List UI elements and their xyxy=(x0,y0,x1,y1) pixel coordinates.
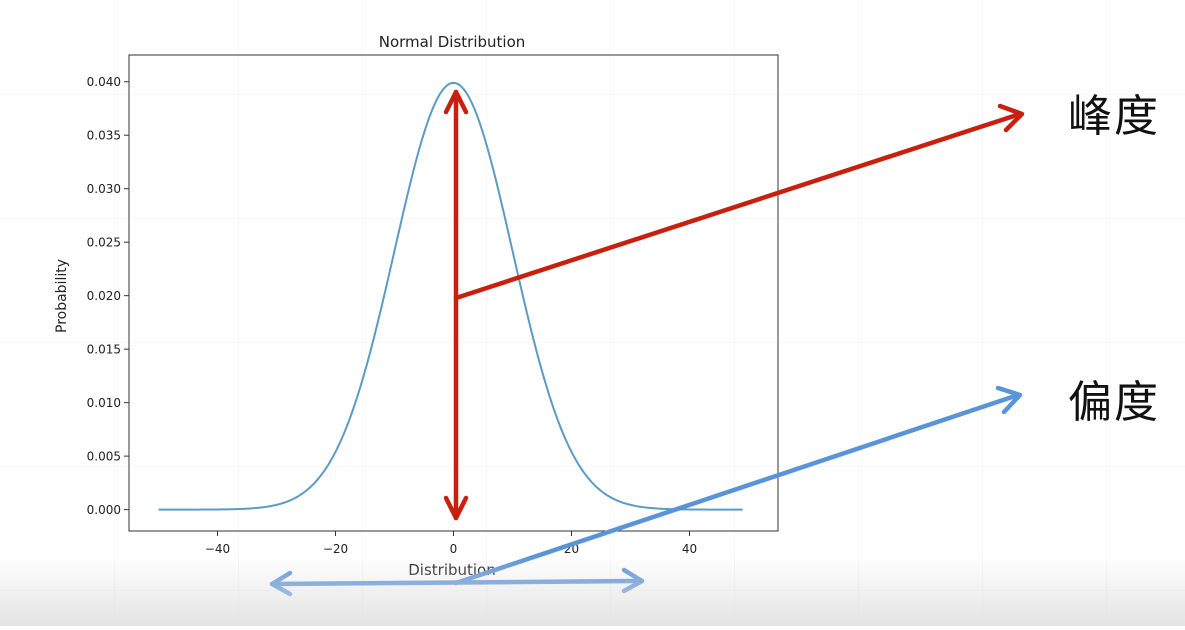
y-tick-label: 0.010 xyxy=(87,396,121,410)
y-tick-label: 0.025 xyxy=(87,236,121,250)
kurtosis-pointer-arrowhead xyxy=(997,103,1025,133)
kurtosis-label: 峰度 xyxy=(1068,91,1160,142)
x-tick-label: −20 xyxy=(323,542,348,556)
y-tick-label: 0.035 xyxy=(87,129,121,143)
y-tick-label: 0.015 xyxy=(87,343,121,357)
y-axis-label: Probability xyxy=(54,259,70,333)
skewness-label: 偏度 xyxy=(1068,377,1160,428)
y-tick-label: 0.020 xyxy=(87,289,121,303)
x-tick-label: 0 xyxy=(450,542,458,556)
y-tick-label: 0.030 xyxy=(87,182,121,196)
kurtosis-arrowhead-bottom xyxy=(443,495,469,521)
kurtosis-arrows xyxy=(443,89,1025,521)
kurtosis-pointer-arrow xyxy=(453,111,1023,301)
chart-title: Normal Distribution xyxy=(379,33,526,51)
x-tick-label: −40 xyxy=(205,542,230,556)
skewness-pointer-arrow xyxy=(453,392,1021,586)
series-line-normal-curve xyxy=(158,81,743,511)
y-axis-ticks: 0.000 0.005 0.010 0.015 0.020 0.025 0.030 0.035… xyxy=(87,75,129,517)
kurtosis-arrowhead-top xyxy=(443,89,469,115)
y-tick-label: 0.005 xyxy=(87,450,121,464)
y-tick-label: 0.040 xyxy=(87,75,121,89)
skewness-pointer-arrowhead xyxy=(995,385,1023,415)
y-tick-label: 0.000 xyxy=(87,503,121,517)
x-tick-label: 40 xyxy=(682,542,697,556)
